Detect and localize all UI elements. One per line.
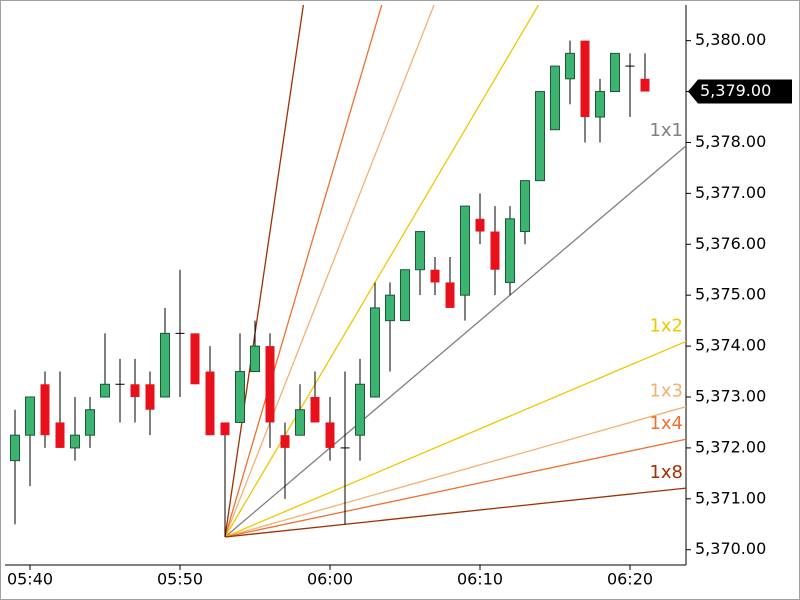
price-tag-label: 5,379.00 — [700, 81, 771, 100]
y-tick-label: 5,377.00 — [695, 183, 766, 202]
candle-body — [460, 205, 470, 296]
fan-label: 1x2 — [649, 315, 683, 336]
gann-fan — [224, 5, 686, 538]
candle-body — [580, 40, 590, 117]
y-tick-label: 5,376.00 — [695, 234, 766, 253]
candle-body — [145, 384, 155, 410]
candle-body — [190, 333, 200, 385]
candle-body — [280, 435, 290, 448]
candle-body — [520, 180, 530, 233]
candle-body — [115, 383, 125, 385]
fan-line — [224, 438, 686, 538]
candle-body — [535, 91, 545, 182]
candle-body — [355, 383, 365, 436]
y-tick-label: 5,373.00 — [695, 387, 766, 406]
candle-body — [160, 332, 170, 398]
y-tick-label: 5,380.00 — [695, 30, 766, 49]
fan-line — [224, 5, 305, 538]
fan-label: 1x8 — [649, 462, 683, 483]
candle-body — [55, 422, 65, 448]
candle-body — [175, 332, 185, 334]
candle-body — [565, 52, 575, 80]
candle-body — [295, 409, 305, 436]
y-tick-label: 5,372.00 — [695, 437, 766, 456]
x-tick-label: 05:40 — [7, 570, 53, 589]
candle-body — [325, 422, 335, 448]
y-tick-label: 5,374.00 — [695, 336, 766, 355]
x-tick-label: 06:10 — [457, 570, 503, 589]
candle-body — [595, 91, 605, 118]
y-tick-label: 5,370.00 — [695, 539, 766, 558]
fan-line — [224, 5, 383, 538]
candle-body — [250, 345, 260, 373]
y-tick-label: 5,378.00 — [695, 132, 766, 151]
candles — [10, 40, 650, 537]
candle-body — [445, 282, 455, 308]
fan-line — [224, 340, 686, 538]
candle-body — [625, 65, 635, 67]
candle-body — [265, 346, 275, 423]
candle-body — [475, 218, 485, 232]
candle-body — [85, 409, 95, 436]
candle-body — [70, 434, 80, 449]
candle-body — [235, 371, 245, 423]
fan-line — [224, 145, 686, 538]
candle-body — [340, 447, 350, 449]
candle-body — [505, 218, 515, 283]
candle-body — [40, 384, 50, 436]
candle-body — [10, 434, 20, 462]
y-tick-label: 5,371.00 — [695, 488, 766, 507]
candle-body — [640, 78, 650, 92]
candle-body — [205, 371, 215, 436]
candle-body — [310, 397, 320, 423]
x-tick-label: 06:20 — [607, 570, 653, 589]
price-tag — [688, 79, 792, 104]
candle-body — [430, 269, 440, 283]
candle-body — [385, 294, 395, 322]
candle-body — [400, 269, 410, 322]
fan-line — [224, 406, 686, 538]
axes: 5,370.00 5,371.00 5,372.00 5,373.00 5,374.00… — [7, 30, 792, 589]
candle-body — [220, 422, 230, 436]
fan-line — [224, 487, 686, 538]
x-tick-label: 05:50 — [157, 570, 203, 589]
candle-body — [100, 383, 110, 398]
fan-label: 1x1 — [649, 120, 683, 141]
fan-line — [224, 5, 435, 538]
candle-body — [415, 231, 425, 271]
fan-line — [224, 5, 540, 538]
x-tick-label: 06:00 — [307, 570, 353, 589]
fan-label: 1x3 — [649, 381, 683, 402]
candle-body — [490, 231, 500, 270]
candle-body — [370, 307, 380, 398]
candle-body — [25, 396, 35, 436]
candle-body — [130, 384, 140, 397]
candle-body — [550, 65, 560, 131]
y-tick-label: 5,375.00 — [695, 285, 766, 304]
fan-label: 1x4 — [649, 413, 683, 434]
candle-body — [610, 52, 620, 93]
